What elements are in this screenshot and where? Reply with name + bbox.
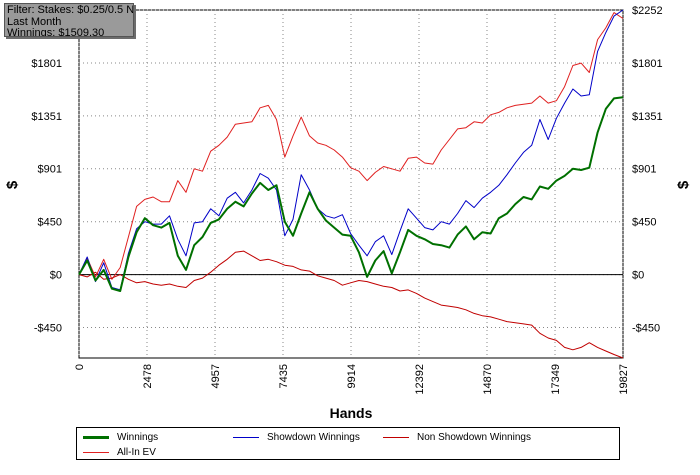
y-tick-label-right: $0	[632, 270, 644, 282]
plot-area-border	[78, 9, 624, 359]
y-tick-labels-left: -$450$0$450$901$1351$1801$2252	[31, 5, 62, 334]
x-tick-labels: 0 2478 4957 7435 9914 12392 14870 17349 19827	[74, 364, 630, 395]
series-line-winnings	[78, 96, 624, 292]
legend-label: Winnings	[117, 431, 159, 443]
filter-text: Filter: Stakes: $0.25/0.5 NL	[7, 4, 134, 16]
y-tick-label-left: $450	[38, 217, 62, 229]
x-axis-label: Hands	[330, 405, 373, 421]
y-tick-label-left: $0	[50, 270, 62, 282]
legend-swatch-showdown	[233, 436, 259, 438]
legend-swatch-winnings	[83, 435, 109, 439]
x-tick-label: 7435	[278, 364, 290, 388]
y-tick-label-right: $450	[632, 217, 656, 229]
filter-info-box: Filter: Stakes: $0.25/0.5 NL Last Month …	[4, 3, 134, 37]
legend-item-winnings: Winnings	[83, 430, 158, 444]
winnings-text: Winnings: $1509.30	[7, 27, 105, 37]
x-tick-label: 2478	[142, 364, 154, 388]
y-tick-label-left: $1801	[31, 58, 62, 70]
legend-label: All-In EV	[117, 446, 156, 458]
legend-item-showdown: Showdown Winnings	[233, 430, 360, 444]
y-axis-label-right: $	[675, 180, 692, 189]
x-tick-label: 9914	[346, 364, 358, 388]
y-tick-label-right: $1351	[632, 111, 663, 123]
legend-swatch-all-in-ev	[83, 451, 109, 453]
legend: Winnings Showdown Winnings Non Showdown …	[76, 427, 620, 460]
x-tick-label: 14870	[482, 364, 494, 395]
y-tick-labels-right: -$450 $0 $450 $901 $1351 $1801 $2252	[632, 5, 663, 334]
x-tick-label: 12392	[414, 364, 426, 395]
x-tick-label: 4957	[210, 364, 222, 388]
legend-label: Showdown Winnings	[267, 431, 360, 443]
y-tick-label-right: $2252	[632, 5, 663, 17]
x-tick-label: 17349	[550, 364, 562, 395]
legend-item-non-showdown: Non Showdown Winnings	[383, 430, 531, 444]
period-text: Last Month	[7, 15, 62, 28]
y-tick-label-left: $901	[38, 164, 62, 176]
y-tick-label-right: -$450	[632, 322, 660, 334]
y-tick-label-left: $1351	[31, 111, 62, 123]
y-tick-label-right: $1801	[632, 58, 663, 70]
series-line-showdown-winnings	[78, 9, 624, 291]
series-lines	[78, 9, 624, 359]
legend-swatch-non-showdown	[383, 436, 409, 438]
legend-item-all-in-ev: All-In EV	[83, 445, 156, 459]
y-tick-label-right: $901	[632, 164, 656, 176]
series-line-all-in-ev	[78, 12, 624, 280]
y-tick-label-left: -$450	[34, 322, 62, 334]
x-tick-label: 19827	[618, 364, 630, 395]
y-axis-label-left: $	[4, 180, 21, 189]
legend-label: Non Showdown Winnings	[417, 431, 531, 443]
x-tick-label: 0	[74, 364, 86, 370]
series-line-non-showdown-winnings	[78, 250, 624, 359]
